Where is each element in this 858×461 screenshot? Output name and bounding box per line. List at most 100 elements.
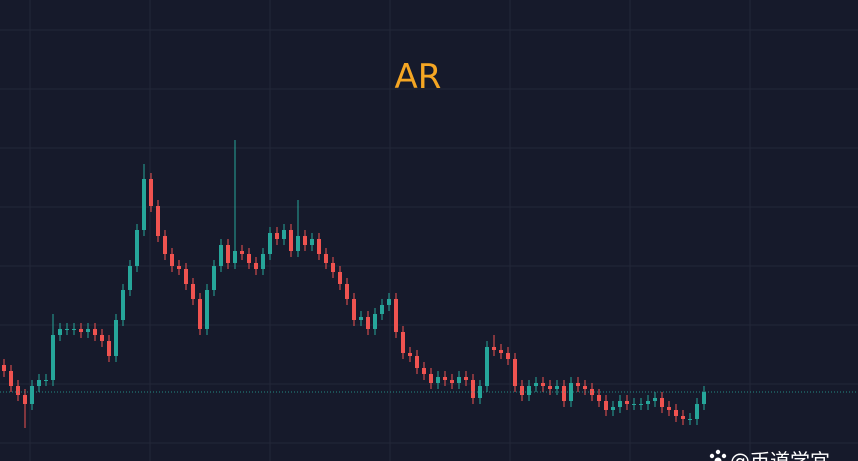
candle-body — [30, 386, 34, 404]
candle-body — [233, 251, 237, 263]
candle-body — [226, 245, 230, 263]
candle-body — [100, 335, 104, 341]
candle-body — [149, 179, 153, 206]
candle-body — [93, 329, 97, 335]
candle-body — [401, 332, 405, 353]
candles — [0, 140, 858, 428]
candle-body — [436, 377, 440, 383]
candle-body — [373, 314, 377, 329]
candle-body — [261, 254, 265, 269]
candle-body — [345, 284, 349, 299]
candle-body — [450, 380, 454, 383]
candle-body — [415, 356, 419, 368]
candle-body — [422, 368, 426, 374]
candle-body — [142, 179, 146, 230]
candle-body — [44, 380, 48, 381]
candle-body — [254, 263, 258, 269]
candle-body — [618, 401, 622, 407]
candle-body — [86, 329, 90, 332]
candle-body — [653, 398, 657, 401]
candle-body — [506, 353, 510, 359]
candle-body — [387, 299, 391, 305]
candle-body — [317, 239, 321, 254]
candle-body — [359, 317, 363, 320]
candle-body — [16, 386, 20, 395]
candle-body — [37, 380, 41, 386]
candle-body — [660, 398, 664, 407]
candle-body — [429, 374, 433, 383]
candle-body — [324, 254, 328, 263]
candle-body — [338, 272, 342, 284]
candle-body — [597, 395, 601, 401]
candle-body — [702, 392, 706, 404]
candle-body — [366, 317, 370, 329]
candle-body — [205, 290, 209, 329]
candle-body — [646, 401, 650, 404]
candle-body — [604, 401, 608, 410]
candle-body — [443, 377, 447, 380]
candle-body — [562, 386, 566, 401]
candle-body — [184, 269, 188, 284]
candle-body — [163, 236, 167, 254]
candle-body — [121, 290, 125, 320]
candle-body — [107, 341, 111, 356]
candle-body — [9, 371, 13, 386]
candle-body — [632, 404, 636, 405]
candle-body — [51, 335, 55, 380]
candle-body — [639, 404, 643, 405]
candle-body — [555, 386, 559, 389]
candle-body — [212, 266, 216, 290]
candle-body — [156, 206, 160, 236]
candle-body — [170, 254, 174, 266]
candle-body — [681, 416, 685, 419]
candle-body — [485, 347, 489, 386]
candle-body — [219, 245, 223, 266]
candle-body — [114, 320, 118, 356]
candle-body — [541, 383, 545, 386]
watermark-icon — [709, 449, 727, 461]
candle-body — [548, 386, 552, 389]
candle-body — [79, 329, 83, 332]
candle-body — [72, 329, 76, 330]
candle-body — [625, 401, 629, 404]
candle-body — [667, 407, 671, 410]
candle-body — [247, 254, 251, 263]
candle-body — [296, 236, 300, 251]
candle-body — [240, 251, 244, 254]
candle-body — [394, 299, 398, 332]
candle-body — [583, 386, 587, 389]
candle-body — [352, 299, 356, 320]
candle-body — [457, 377, 461, 383]
candle-body — [289, 230, 293, 251]
candle-body — [23, 395, 27, 404]
candle-body — [135, 230, 139, 266]
candle-body — [310, 239, 314, 245]
candle-body — [492, 347, 496, 350]
candle-body — [177, 266, 181, 269]
candle-body — [520, 386, 524, 395]
candle-body — [268, 233, 272, 254]
candle-body — [191, 284, 195, 299]
candle-body — [464, 377, 468, 380]
candle-body — [527, 386, 531, 395]
candle-body — [380, 305, 384, 314]
candle-body — [282, 230, 286, 239]
candle-body — [688, 419, 692, 420]
candle-body — [499, 350, 503, 353]
candle-body — [331, 263, 335, 272]
candle-body — [58, 329, 62, 335]
candle-body — [513, 359, 517, 386]
candle-body — [534, 383, 538, 386]
candle-body — [65, 329, 69, 330]
candle-body — [611, 407, 615, 410]
candle-body — [471, 380, 475, 398]
candle-body — [128, 266, 132, 290]
candle-body — [408, 353, 412, 356]
candle-body — [674, 410, 678, 416]
candle-body — [2, 365, 6, 371]
candle-body — [695, 404, 699, 419]
candle-body — [198, 299, 202, 329]
candle-body — [576, 383, 580, 386]
